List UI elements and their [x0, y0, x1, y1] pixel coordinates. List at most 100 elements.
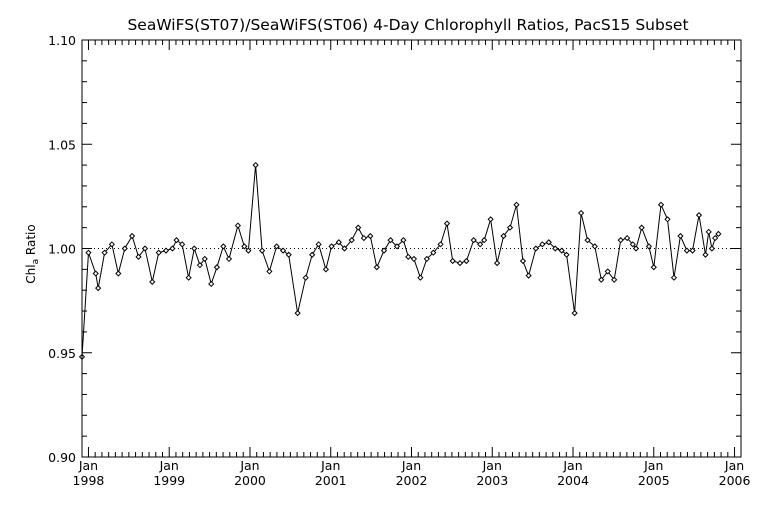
- data-point: [322, 266, 330, 273]
- data-point: [141, 245, 149, 252]
- data-point: [456, 259, 464, 267]
- y-tick-label: 1.00: [48, 242, 76, 257]
- data-point: [273, 243, 280, 250]
- data-point: [121, 245, 128, 252]
- data-point: [470, 237, 477, 244]
- data-point: [670, 274, 678, 281]
- x-tick-label-year: 2000: [234, 473, 266, 488]
- data-point: [348, 237, 355, 244]
- data-point: [677, 232, 684, 240]
- data-point: [463, 257, 470, 265]
- data-point: [85, 249, 92, 256]
- chart-title: SeaWiFS(ST07)/SeaWiFS(ST06) 4-Day Chloro…: [127, 16, 688, 34]
- x-tick-label-month: Jan: [643, 458, 663, 473]
- data-point: [185, 274, 192, 281]
- x-tick-label-month: Jan: [482, 458, 502, 473]
- data-point: [108, 241, 115, 248]
- data-point: [629, 241, 636, 248]
- data-point: [712, 234, 719, 242]
- x-tick-label-month: Jan: [159, 458, 179, 473]
- y-tick-label: 0.90: [48, 450, 76, 465]
- data-point: [525, 272, 532, 279]
- x-tick-label-year: 1999: [153, 473, 185, 488]
- x-tick-label-month: Jan: [78, 458, 98, 473]
- data-point: [328, 243, 335, 250]
- y-tick-label: 1.05: [48, 137, 76, 152]
- data-point: [367, 232, 374, 240]
- data-point: [279, 247, 287, 254]
- data-point: [604, 268, 611, 275]
- data-point: [611, 276, 618, 283]
- y-ticks: 0.90 0.95 1.00 1.05 1.10: [48, 33, 741, 465]
- data-point: [285, 251, 292, 258]
- data-point: [493, 259, 501, 267]
- y-axis-label: Chla Ratio: [24, 224, 41, 283]
- x-tick-label-year: 2004: [557, 473, 589, 488]
- x-tick-label-year: 2005: [638, 473, 670, 488]
- y-tick-label: 1.10: [48, 33, 76, 48]
- x-tick-label-year: 2002: [396, 473, 428, 488]
- data-point: [702, 251, 709, 258]
- data-point: [315, 241, 322, 248]
- data-point: [400, 237, 407, 244]
- data-point: [443, 220, 451, 227]
- data-point: [513, 201, 520, 208]
- data-point: [449, 257, 456, 265]
- data-point: [373, 264, 380, 271]
- data-point: [657, 201, 665, 208]
- data-point: [705, 228, 712, 235]
- data-point: [92, 270, 99, 277]
- data-point: [241, 243, 248, 250]
- data-point: [309, 251, 316, 258]
- data-point: [632, 245, 640, 252]
- data-point: [664, 216, 671, 223]
- data-point: [128, 232, 136, 240]
- x-ticks: Jan1998Jan1999Jan2000Jan2001Jan2002Jan20…: [73, 40, 751, 488]
- data-point: [101, 249, 108, 256]
- data-point: [341, 245, 348, 252]
- data-point: [258, 247, 266, 254]
- data-point: [481, 237, 488, 244]
- data-point: [173, 237, 180, 244]
- data-point: [563, 251, 570, 258]
- data-point: [380, 247, 388, 254]
- data-point: [135, 253, 142, 260]
- x-tick-label-year: 1998: [73, 473, 105, 488]
- data-point: [355, 224, 362, 231]
- data-point: [571, 310, 578, 317]
- data-point: [162, 247, 170, 254]
- data-point: [423, 255, 430, 263]
- data-point: [689, 247, 696, 254]
- data-point: [487, 216, 494, 223]
- y-axis-label-tail: Ratio: [24, 224, 38, 259]
- data-point: [196, 262, 204, 269]
- data-point: [598, 276, 605, 283]
- x-tick-label-month: Jan: [401, 458, 421, 473]
- data-point: [519, 257, 527, 265]
- data-point: [532, 245, 539, 252]
- data-point: [245, 247, 252, 254]
- data-point: [477, 241, 484, 248]
- data-point: [539, 241, 546, 248]
- data-point: [645, 243, 653, 250]
- data-point: [617, 237, 624, 244]
- x-tick-label-year: 2001: [315, 473, 347, 488]
- x-tick-label-year: 2006: [719, 473, 751, 488]
- data-point: [387, 237, 394, 244]
- data-point: [360, 234, 367, 242]
- data-point: [169, 245, 176, 252]
- data-point: [234, 222, 241, 229]
- data-point: [410, 255, 418, 263]
- data-point: [584, 237, 591, 244]
- data-point: [266, 268, 273, 275]
- data-point: [558, 247, 565, 254]
- x-tick-label-month: Jan: [320, 458, 340, 473]
- data-point: [213, 264, 220, 271]
- data-point: [683, 247, 690, 254]
- x-tick-label-month: Jan: [562, 458, 582, 473]
- data-point: [393, 243, 401, 250]
- data-point: [577, 209, 585, 217]
- data-point: [252, 161, 259, 169]
- data-point: [437, 241, 444, 248]
